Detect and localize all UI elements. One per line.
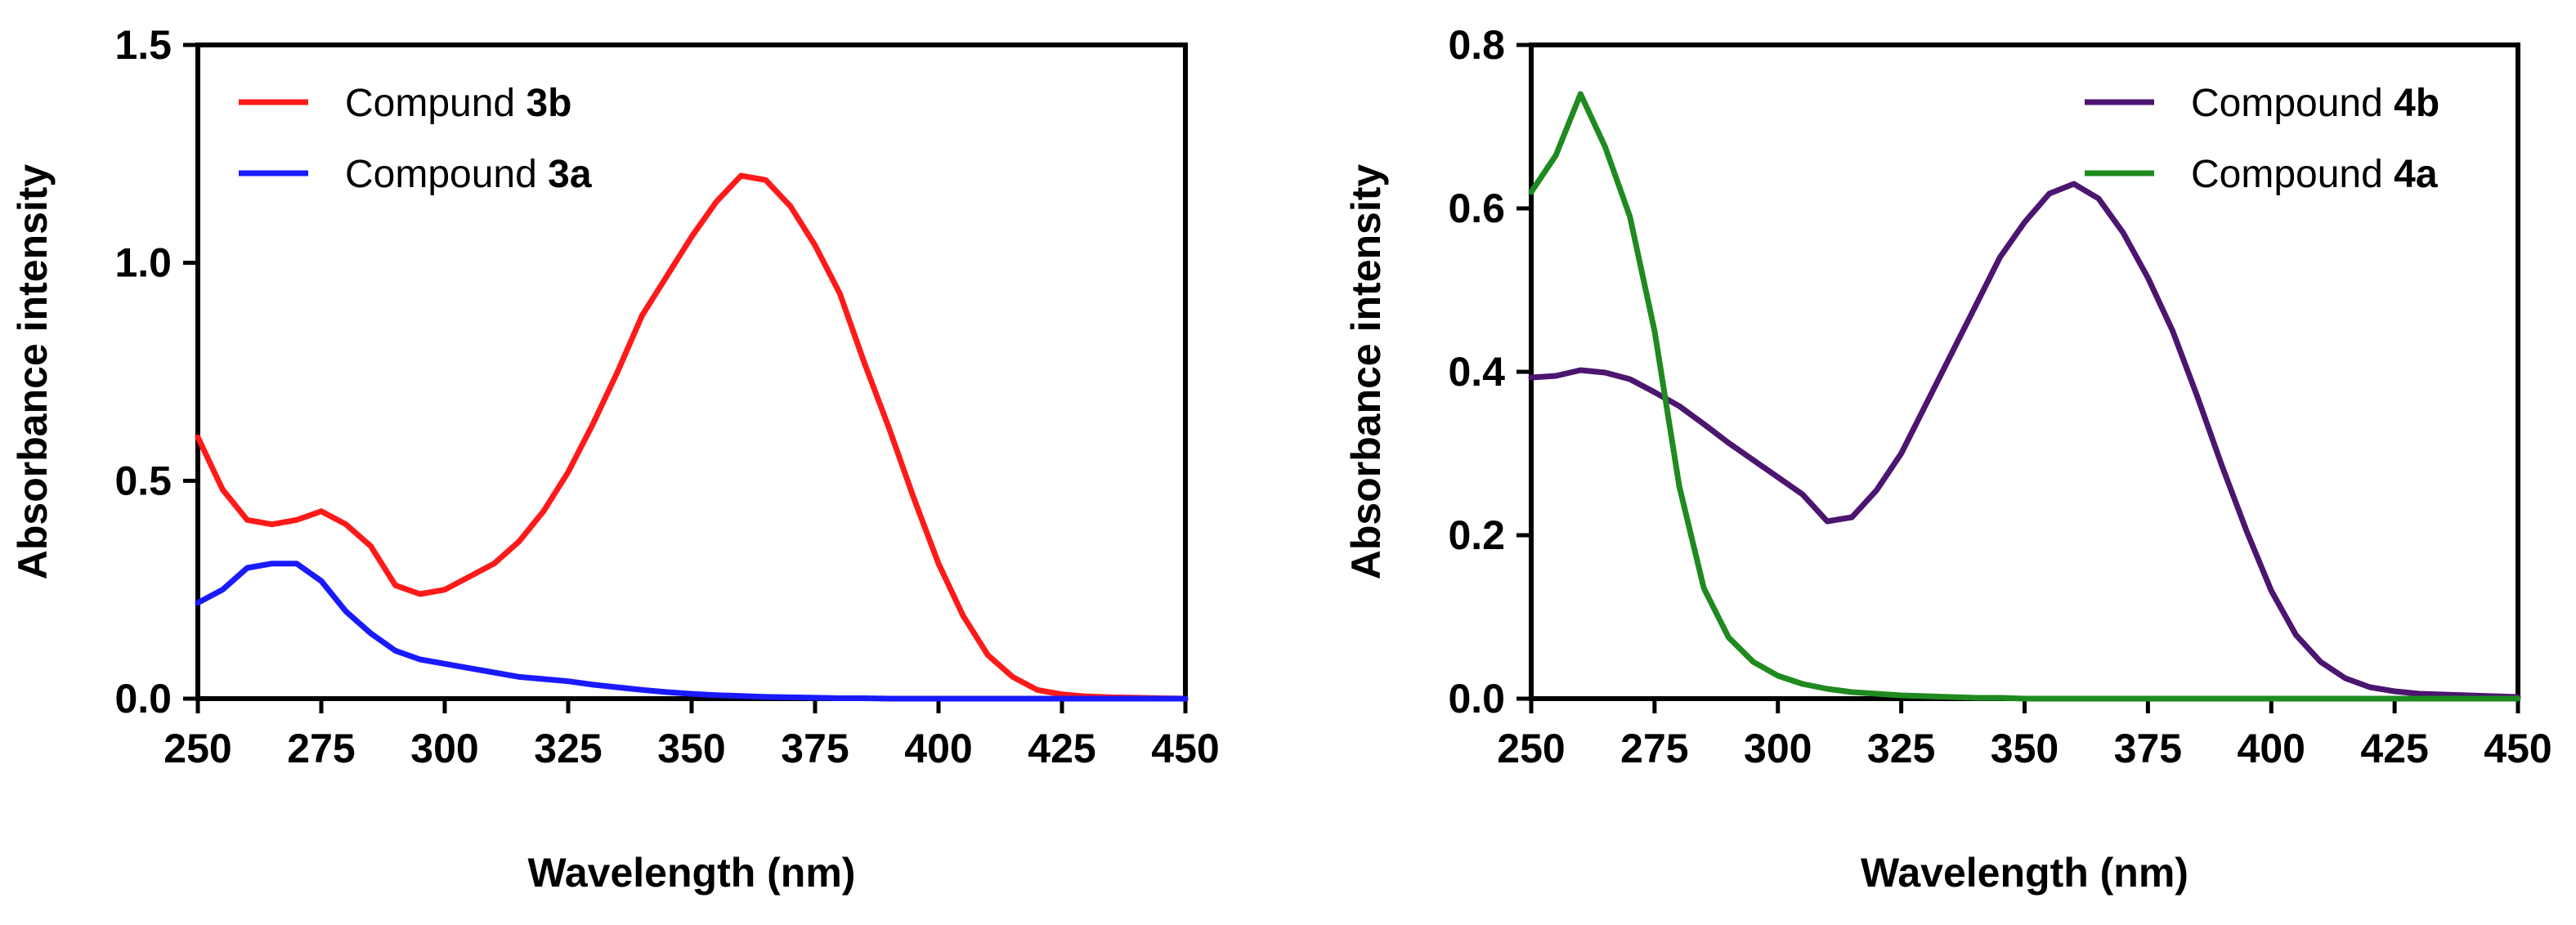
chart-left-xtick-label-275: 275 [287,726,355,771]
chart-left-xtick-label-425: 425 [1028,726,1095,771]
chart-right-xtick-label-425: 425 [2360,726,2428,771]
chart-right-xtick-label-300: 300 [1744,726,1812,771]
chart-left-series-3b-line [195,172,1189,702]
chart-right-ytick-label-2: 0.4 [1448,349,1505,395]
chart-right-xtick-label-325: 325 [1867,726,1935,771]
chart-right-xtick-label-275: 275 [1620,726,1688,771]
legend-label-prefix: Compound [2191,82,2394,125]
legend-label-compound-id: 3a [548,153,592,196]
chart-left-frame [195,42,1188,701]
chart-right-x-axis-title: Wavelength (nm) [1861,850,2188,896]
chart-right-frame [1529,42,2520,701]
chart-left-xtick-label-350: 350 [657,726,725,771]
chart-right-ytick-label-1: 0.2 [1448,512,1505,558]
legend-label-compound-id: 4b [2394,82,2439,125]
chart-left-xtick-label-300: 300 [410,726,478,771]
chart-left-xtick-label-250: 250 [164,726,231,771]
chart-left-y-axis-title: Absorbance intensity [10,164,56,580]
chart-right-xtick-label-375: 375 [2114,726,2182,771]
chart-left-ytick-label-3: 1.5 [114,22,172,68]
chart-right-ytick-label-4: 0.8 [1448,22,1505,68]
chart-right-legend-label-4b: Compound 4b [2191,82,2439,125]
legend-label-compound-id: 4a [2394,153,2438,196]
chart-right-xtick-label-450: 450 [2484,726,2551,771]
chart-left: 250 275 300 325 350 375 400 425 450 0.0 0.5 1.0 1.5 W… [10,22,1220,896]
chart-left-xtick-label-400: 400 [904,726,972,771]
chart-left-xtick-label-450: 450 [1151,726,1219,771]
chart-right-xtick-label-400: 400 [2238,726,2305,771]
chart-right-series-4b-line [1528,181,2521,700]
chart-right-xtick-label-250: 250 [1497,726,1565,771]
chart-right-ytick-label-0: 0.0 [1448,676,1505,722]
chart-right-xtick-label-350: 350 [1991,726,2059,771]
legend-label-compound-id: 3b [526,82,571,125]
chart-left-ytick-label-0: 0.0 [114,676,172,722]
legend-label-prefix: Compound [2191,153,2394,196]
chart-left-x-axis-title: Wavelength (nm) [528,850,856,896]
chart-left-ytick-label-1: 0.5 [114,458,172,503]
chart-left-legend-label-3a: Compound 3a [345,153,592,196]
chart-right-legend-label-4a: Compound 4a [2191,153,2438,196]
legend-label-prefix: Compund [345,82,526,125]
chart-right: 250 275 300 325 350 375 400 425 450 0.0 0.2 0.4 0.6 0… [1343,22,2552,896]
chart-left-xtick-label-375: 375 [781,726,849,771]
chart-left-legend-label-3b: Compund 3b [345,82,571,125]
chart-right-series-4a-line [1528,91,2521,702]
chart-left-xtick-label-325: 325 [534,726,602,771]
chart-right-ytick-label-3: 0.6 [1448,185,1505,231]
chart-left-series-3a-line [195,561,1189,702]
chart-right-y-axis-title: Absorbance intensity [1343,164,1389,580]
legend-label-prefix: Compound [345,153,548,196]
chart-left-ytick-label-2: 1.0 [114,240,172,286]
